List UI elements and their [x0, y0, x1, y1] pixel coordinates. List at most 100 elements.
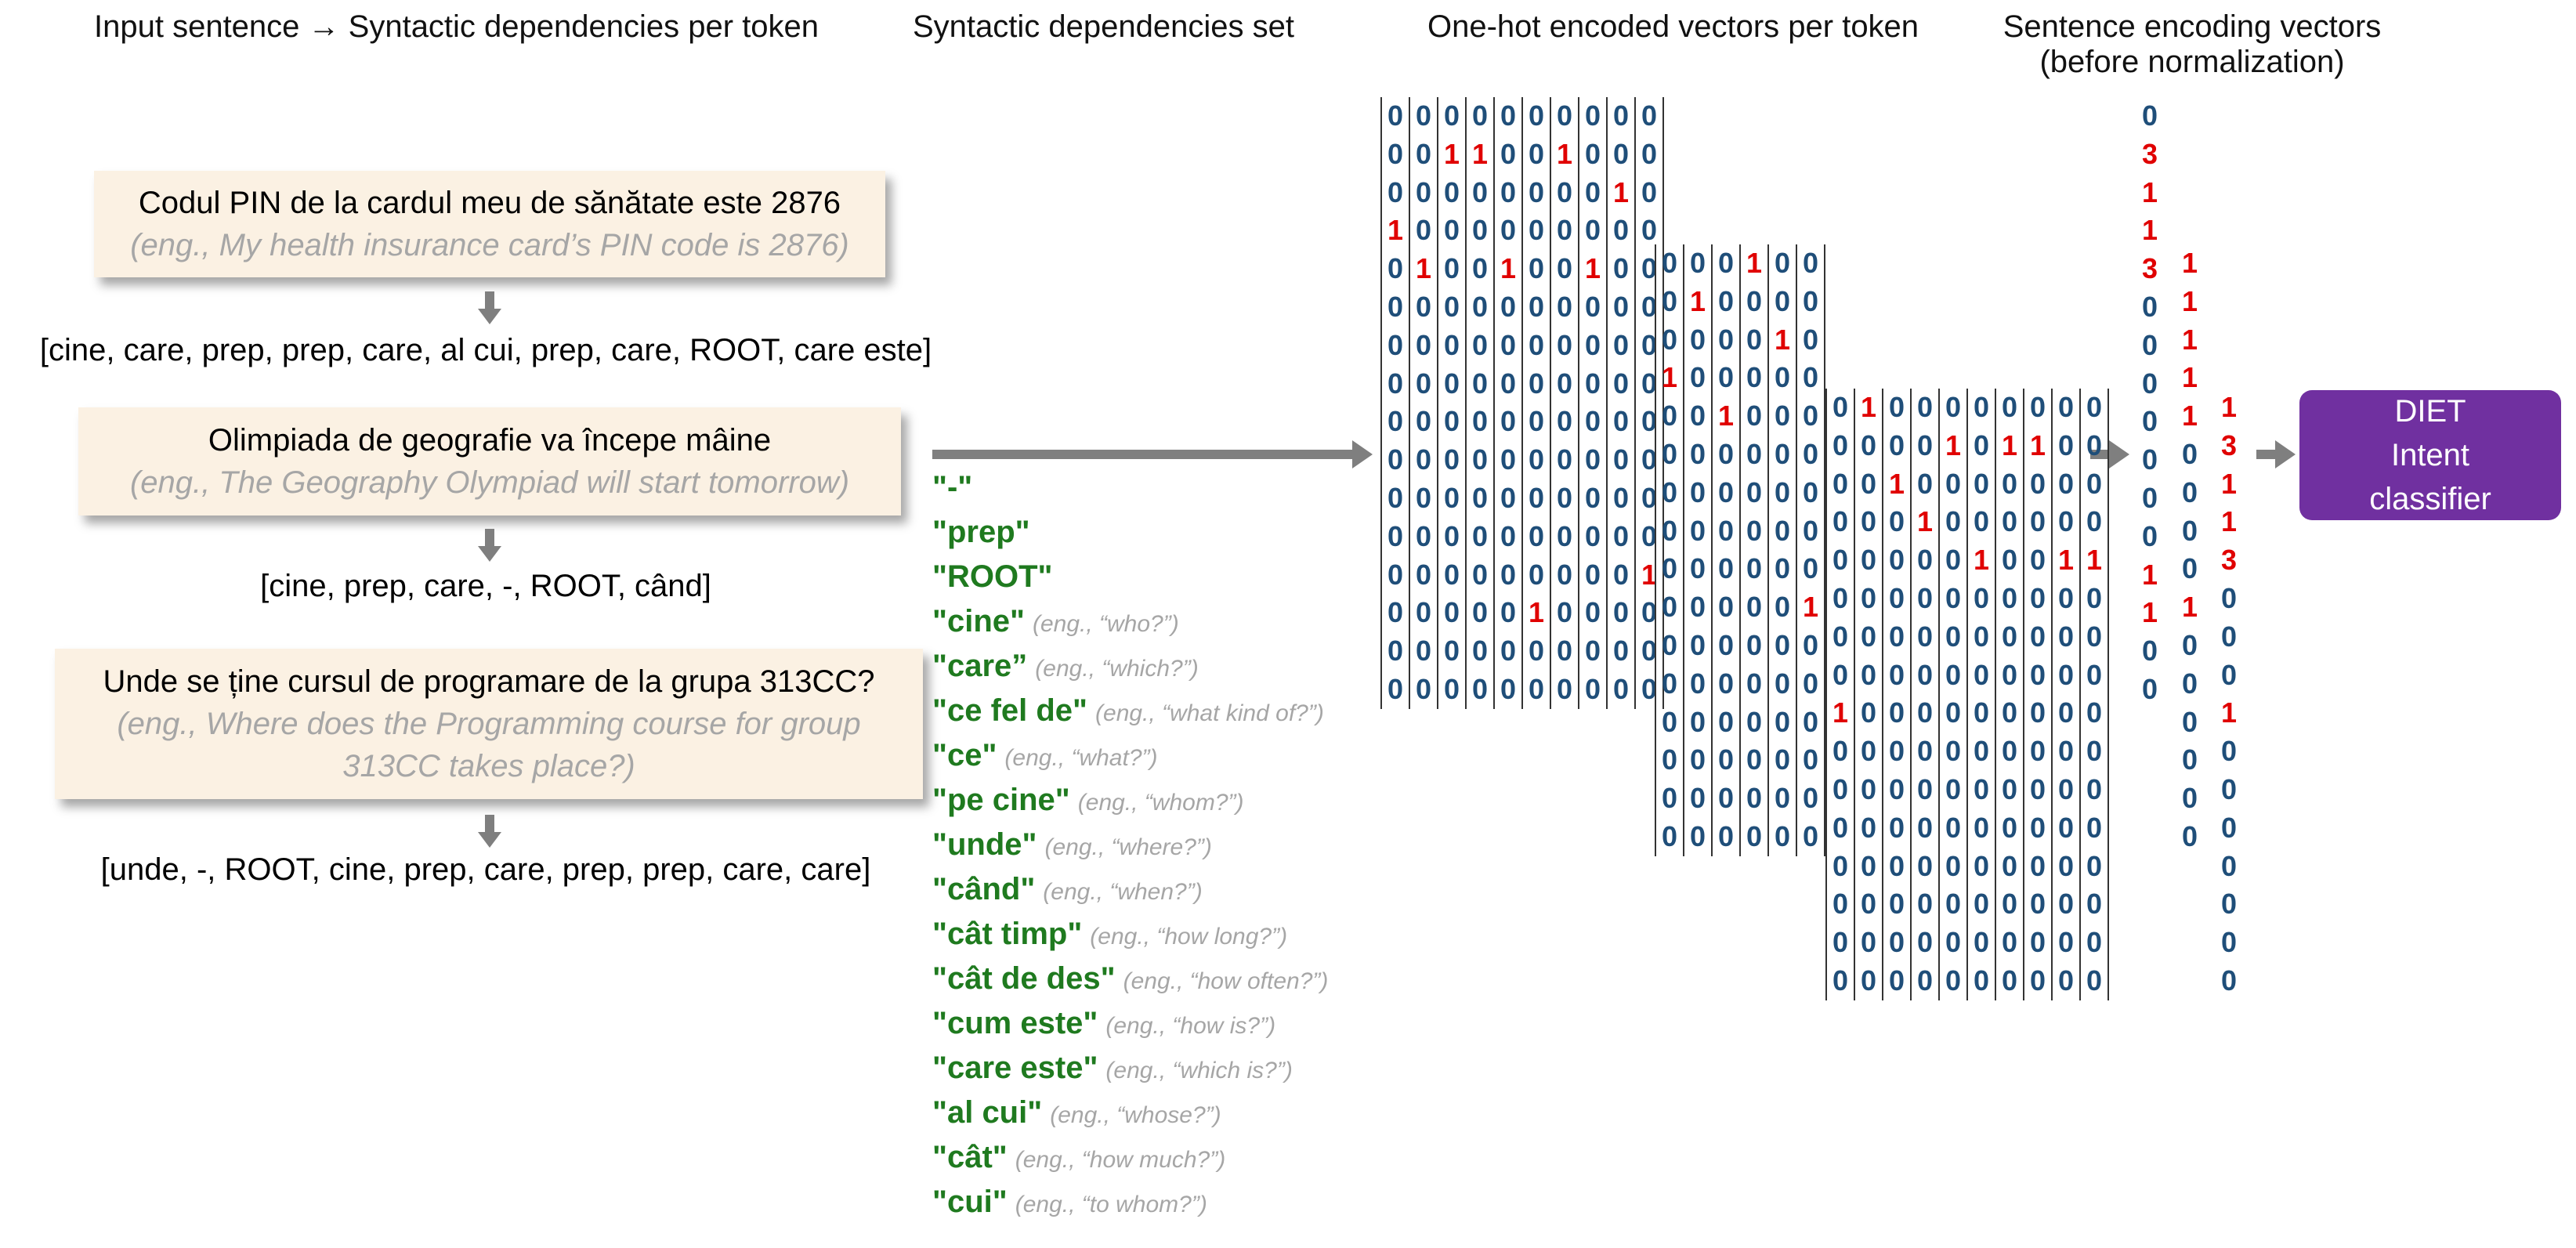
dependency-translation: (eng., “to whom?”) [1015, 1192, 1207, 1217]
matrix-cell: 1 [1550, 135, 1579, 174]
matrix-cell: 0 [1437, 632, 1467, 671]
dependency-translation: (eng., “whose?”) [1050, 1102, 1221, 1128]
matrix-cell: 0 [1493, 403, 1523, 442]
matrix-cell: 0 [1578, 441, 1608, 479]
sentence-box-3: Unde se ține cursul de programare de la … [55, 649, 923, 799]
matrix-cell: 0 [1966, 465, 1996, 504]
matrix-cell: 0 [1910, 847, 1940, 886]
matrix-cell: 0 [1995, 617, 2024, 657]
matrix-cell: 0 [1465, 173, 1495, 212]
matrix-cell: 0 [1683, 703, 1713, 742]
matrix-cell: 0 [1767, 626, 1797, 665]
matrix-cell: 0 [1578, 212, 1608, 251]
matrix-cell: 0 [2023, 656, 2053, 695]
matrix-cell: 0 [1437, 403, 1467, 442]
matrix-cell: 0 [1882, 808, 1912, 848]
dependency-item: "unde" (eng., “where?”) [932, 827, 1328, 872]
matrix-cell: 0 [1380, 517, 1410, 556]
vector-value: 1 [2181, 284, 2198, 317]
matrix-cell: 0 [1578, 326, 1608, 365]
vector-value: 0 [2220, 888, 2238, 921]
dependency-translation: (eng., “whom?”) [1077, 790, 1244, 816]
matrix-cell: 0 [1521, 441, 1551, 479]
matrix-cell: 0 [1409, 212, 1438, 251]
matrix-cell: 0 [1683, 626, 1713, 665]
matrix-cell: 0 [1711, 512, 1741, 551]
matrix-cell: 0 [1882, 733, 1912, 771]
matrix-cell: 0 [1493, 441, 1523, 479]
matrix-cell: 0 [1966, 770, 1996, 809]
matrix-cell: 0 [2051, 808, 2081, 848]
dependency-item: "cui" (eng., “to whom?”) [932, 1185, 1328, 1229]
matrix-cell: 0 [1938, 733, 1968, 771]
matrix-cell: 0 [1655, 817, 1684, 856]
vector-value: 0 [2141, 672, 2158, 705]
matrix-cell: 1 [1380, 212, 1410, 251]
dependency-translation: (eng., “how long?”) [1090, 924, 1288, 950]
matrix-cell: 0 [1655, 473, 1684, 512]
matrix-cell: 0 [1966, 808, 1996, 848]
matrix-cell: 0 [1655, 397, 1684, 436]
matrix-cell: 0 [1910, 924, 1940, 962]
matrix-cell: 0 [2079, 924, 2109, 962]
matrix-cell: 0 [1493, 173, 1523, 212]
matrix-cell: 0 [2023, 541, 2053, 580]
header-one-hot-vectors: One-hot encoded vectors per token [1427, 9, 1919, 44]
dependency-item: "prep" [932, 515, 1328, 559]
matrix-cell: 0 [1995, 503, 2024, 542]
matrix-cell: 0 [1854, 465, 1883, 504]
matrix-cell: 0 [1409, 555, 1438, 595]
header-dependency-set: Syntactic dependencies set [913, 9, 1294, 44]
matrix-cell: 0 [1437, 212, 1467, 251]
vector-value: 0 [2141, 519, 2158, 552]
matrix-cell: 0 [1437, 441, 1467, 479]
matrix-cell: 0 [1409, 135, 1438, 174]
matrix-cell: 0 [1882, 885, 1912, 924]
matrix-cell: 0 [1683, 664, 1713, 704]
dependency-translation: (eng., “how is?”) [1105, 1013, 1276, 1039]
matrix-cell: 0 [1550, 670, 1579, 709]
vector-value: 0 [2181, 552, 2198, 585]
matrix-cell: 0 [1882, 426, 1912, 465]
matrix-cell: 0 [1966, 961, 1996, 1000]
matrix-cell: 0 [1578, 670, 1608, 709]
matrix-cell: 1 [1606, 173, 1636, 212]
vector-value: 0 [2220, 581, 2238, 614]
matrix-cell: 0 [2079, 389, 2109, 427]
matrix-cell: 1 [1910, 503, 1940, 542]
matrix-cell: 0 [1521, 403, 1551, 442]
dependency-translation: (eng., “how much?”) [1015, 1147, 1226, 1173]
matrix-cell: 0 [1606, 97, 1636, 136]
matrix-cell: 1 [1655, 359, 1684, 398]
matrix-cell: 0 [1796, 320, 1825, 360]
matrix-cell: 0 [1825, 770, 1855, 809]
vector-value: 1 [2141, 558, 2158, 591]
matrix-cell: 0 [2023, 885, 2053, 924]
matrix-cell: 0 [2051, 579, 2081, 618]
vector-value: 1 [2220, 696, 2238, 729]
matrix-cell: 0 [1882, 541, 1912, 580]
matrix-cell: 0 [2023, 770, 2053, 809]
matrix-cell: 0 [2079, 465, 2109, 504]
matrix-cell: 0 [1938, 656, 1968, 695]
matrix-cell: 0 [1655, 703, 1684, 742]
matrix-cell: 0 [1739, 512, 1769, 551]
vector-value: 0 [2141, 367, 2158, 400]
matrix-cell: 0 [1606, 135, 1636, 174]
to-classifier-arrow-icon [2256, 440, 2296, 468]
matrix-cell: 0 [1550, 173, 1579, 212]
matrix-cell: 0 [1767, 512, 1797, 551]
dependency-translation: (eng., “how often?”) [1123, 968, 1329, 994]
vector-value: 0 [2181, 514, 2198, 547]
matrix-cell: 0 [1521, 517, 1551, 556]
matrix-cell: 0 [1606, 670, 1636, 709]
matrix-cell: 0 [1767, 780, 1797, 818]
matrix-cell: 0 [1910, 389, 1940, 427]
